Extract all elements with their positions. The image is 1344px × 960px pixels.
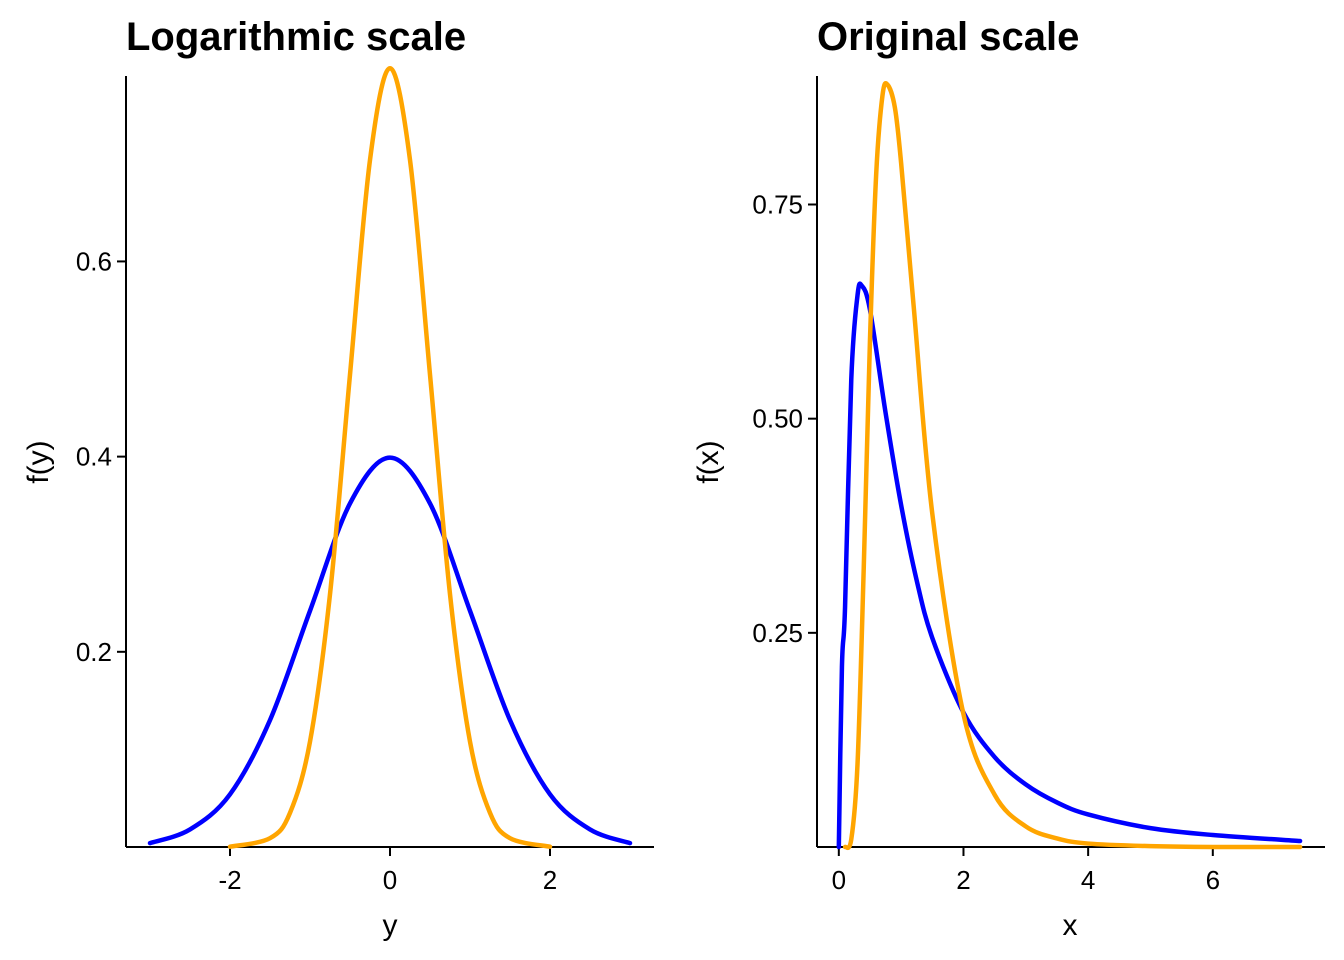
y-tick-label: 0.50 [752, 404, 803, 434]
y-axis-title: f(y) [22, 440, 55, 483]
y-tick-label: 0.25 [752, 618, 803, 648]
x-tick-label: 4 [1081, 865, 1095, 895]
panel-title: Original scale [817, 15, 1079, 59]
y-tick-label: 0.6 [76, 246, 112, 276]
tick-layer: 0 2 4 6 0.25 0.50 0.75 [752, 190, 1220, 896]
y-tick-label: 0.75 [752, 190, 803, 220]
x-tick-label: 2 [956, 865, 970, 895]
x-axis-title: x [1063, 909, 1078, 942]
curve-layer [147, 65, 633, 849]
x-tick-label: 0 [832, 865, 846, 895]
density-curve-1 [842, 81, 1303, 851]
log-scale-panel: Logarithmic scale -2 0 2 0.2 0.4 0.6 y f(y) [22, 15, 654, 942]
x-axis-title: y [383, 909, 398, 942]
density-curve-1 [227, 65, 553, 849]
y-axis-title: f(x) [692, 440, 725, 483]
original-scale-panel: Original scale 0 2 4 6 0.25 0.50 0.75 x f(x) [692, 15, 1325, 942]
y-tick-label: 0.2 [76, 637, 112, 667]
y-tick-label: 0.4 [76, 442, 112, 472]
panel-title: Logarithmic scale [126, 15, 466, 59]
tick-layer: -2 0 2 0.2 0.4 0.6 [76, 246, 557, 895]
x-tick-label: 0 [383, 865, 397, 895]
x-tick-label: -2 [218, 865, 241, 895]
x-tick-label: 6 [1206, 865, 1220, 895]
curve-layer [836, 81, 1303, 851]
density-curve-0 [836, 281, 1303, 850]
density-curve-0 [147, 455, 633, 846]
x-tick-label: 2 [543, 865, 557, 895]
